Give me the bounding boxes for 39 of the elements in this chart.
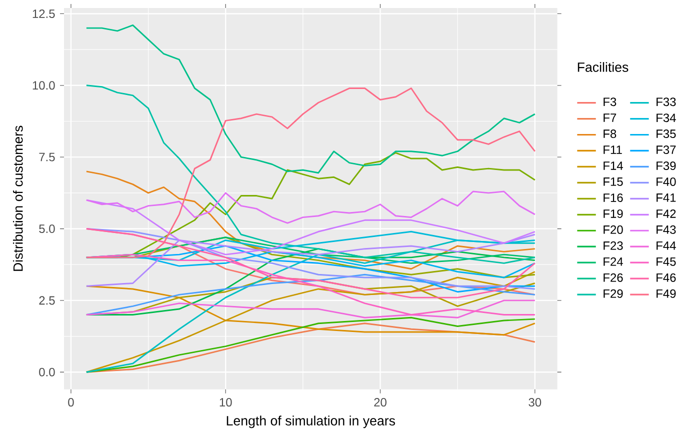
- y-tick-label: 7.5: [39, 152, 55, 162]
- legend-label: F19: [604, 209, 623, 218]
- legend-label: F11: [604, 146, 622, 154]
- legend-label: F34: [656, 114, 676, 122]
- y-tick-label: 0.0: [39, 368, 55, 376]
- legend-label: F3: [604, 98, 616, 106]
- y-tick-label: 10.0: [32, 81, 55, 90]
- legend-label: F29: [604, 289, 623, 298]
- legend-label: F7: [604, 114, 616, 122]
- legend-label: F26: [604, 273, 623, 282]
- legend-label: F16: [604, 193, 623, 202]
- legend-label: F46: [656, 273, 676, 282]
- x-tick-label: 0: [68, 398, 74, 407]
- x-axis-title: Length of simulation in years: [226, 416, 396, 428]
- legend-label: F14: [604, 162, 623, 170]
- legend-label: F33: [656, 98, 676, 106]
- legend-label: F43: [656, 225, 676, 234]
- legend-title: Facilities: [578, 62, 628, 72]
- legend-label: F24: [604, 257, 623, 266]
- legend-label: F35: [656, 130, 676, 138]
- y-axis-title: Distribution of customers: [13, 126, 23, 271]
- legend-label: F41: [656, 194, 676, 202]
- x-tick-label: 20: [374, 398, 386, 407]
- legend-label: F37: [656, 146, 676, 154]
- y-tick-label: 5.0: [39, 224, 55, 234]
- x-tick-label: 30: [528, 398, 542, 407]
- legend-label: F45: [656, 257, 676, 266]
- legend-label: F8: [604, 130, 616, 138]
- legend-label: F23: [604, 241, 623, 250]
- legend-label: F42: [656, 209, 676, 218]
- legend-label: F49: [656, 289, 676, 298]
- legend-label: F15: [604, 178, 623, 186]
- x-tick-label: 10: [220, 398, 232, 407]
- y-tick-label: 2.5: [39, 296, 55, 305]
- legend-label: F20: [604, 225, 623, 234]
- legend-label: F39: [656, 162, 676, 170]
- legend-label: F40: [656, 177, 676, 186]
- legend-label: F44: [656, 241, 676, 250]
- y-tick-label: 12.5: [32, 9, 55, 18]
